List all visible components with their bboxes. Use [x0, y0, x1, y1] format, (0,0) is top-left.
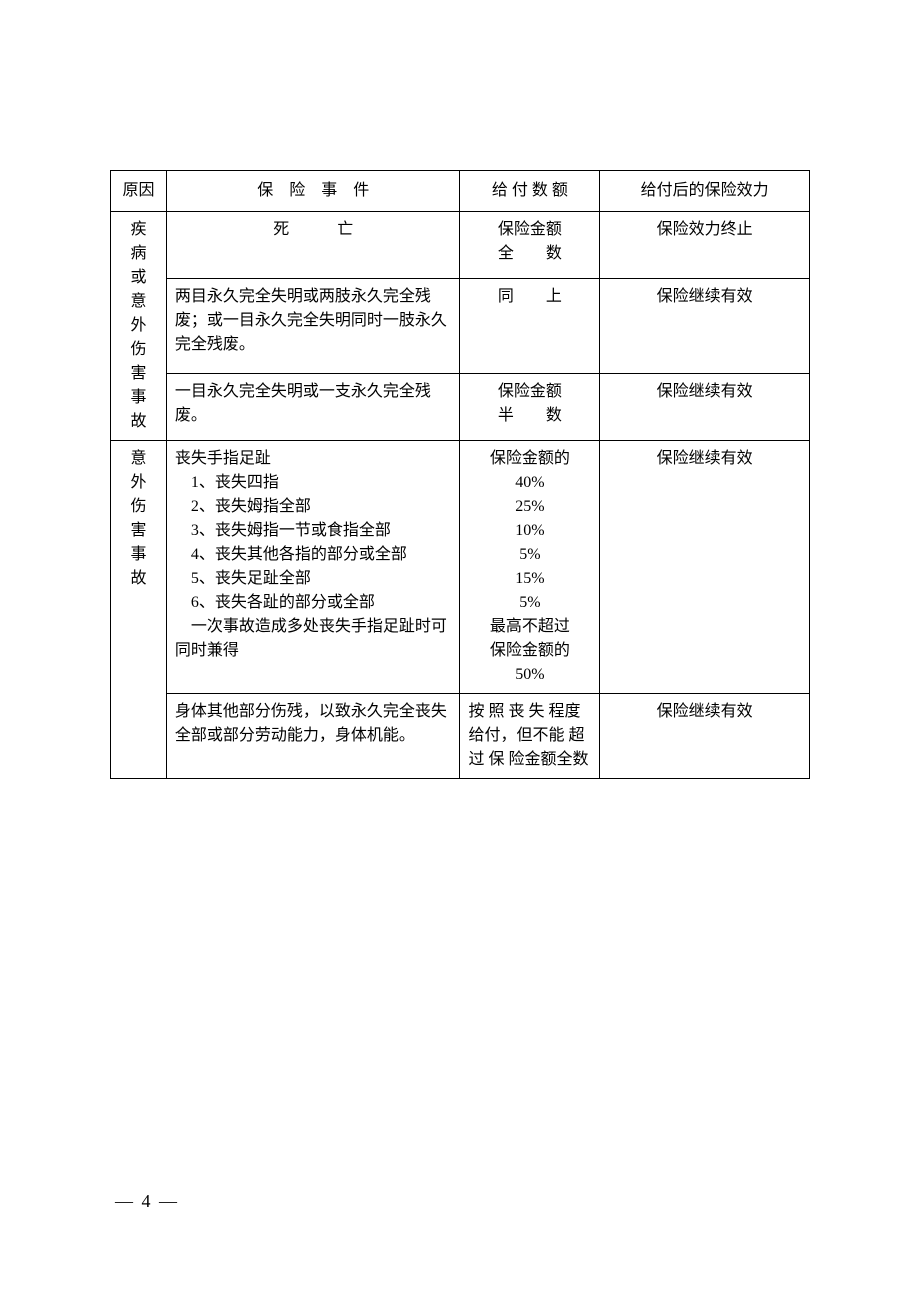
- table-row: 两目永久完全失明或两肢永久完全残废；或一目永久完全失明同时一肢永久完全残废。 同…: [111, 279, 810, 373]
- insurance-payout-table: 原因 保 险 事 件 给 付 数 额 给付后的保险效力 疾病或意外伤害事故 死 …: [110, 170, 810, 779]
- event-death: 死 亡: [166, 212, 460, 279]
- header-event: 保 险 事 件: [166, 171, 460, 212]
- reason-accident: 意外伤害事故: [111, 441, 167, 779]
- effect-continue-1: 保险继续有效: [600, 279, 810, 373]
- header-amount: 给 付 数 额: [460, 171, 600, 212]
- header-effect: 给付后的保险效力: [600, 171, 810, 212]
- event-fingers: 丧失手指足趾 1、丧失四指 2、丧失姆指全部 3、丧失姆指一节或食指全部 4、丧…: [166, 441, 460, 694]
- effect-continue-4: 保险继续有效: [600, 694, 810, 779]
- table-row: 身体其他部分伤残，以致永久完全丧失全部或部分劳动能力，身体机能。 按 照 丧 失…: [111, 694, 810, 779]
- effect-continue-3: 保险继续有效: [600, 441, 810, 694]
- amount-full: 保险金额全 数: [460, 212, 600, 279]
- effect-terminate: 保险效力终止: [600, 212, 810, 279]
- table-row: 一目永久完全失明或一支永久完全残废。 保险金额半 数 保险继续有效: [111, 373, 810, 441]
- amount-by-degree: 按 照 丧 失 程度给付，但不能 超 过 保 险金额全数: [460, 694, 600, 779]
- table-row: 疾病或意外伤害事故 死 亡 保险金额全 数 保险效力终止: [111, 212, 810, 279]
- page-number: — 4 —: [115, 1191, 179, 1212]
- header-reason: 原因: [111, 171, 167, 212]
- effect-continue-2: 保险继续有效: [600, 373, 810, 441]
- table-header-row: 原因 保 险 事 件 给 付 数 额 给付后的保险效力: [111, 171, 810, 212]
- amount-percentages: 保险金额的40%25%10%5%15%5%最高不超过保险金额的50%: [460, 441, 600, 694]
- reason-illness-accident: 疾病或意外伤害事故: [111, 212, 167, 441]
- event-blindness-disability: 两目永久完全失明或两肢永久完全残废；或一目永久完全失明同时一肢永久完全残废。: [166, 279, 460, 373]
- amount-half: 保险金额半 数: [460, 373, 600, 441]
- event-other-disability: 身体其他部分伤残，以致永久完全丧失全部或部分劳动能力，身体机能。: [166, 694, 460, 779]
- table-row: 意外伤害事故 丧失手指足趾 1、丧失四指 2、丧失姆指全部 3、丧失姆指一节或食…: [111, 441, 810, 694]
- amount-same: 同 上: [460, 279, 600, 373]
- event-one-eye: 一目永久完全失明或一支永久完全残废。: [166, 373, 460, 441]
